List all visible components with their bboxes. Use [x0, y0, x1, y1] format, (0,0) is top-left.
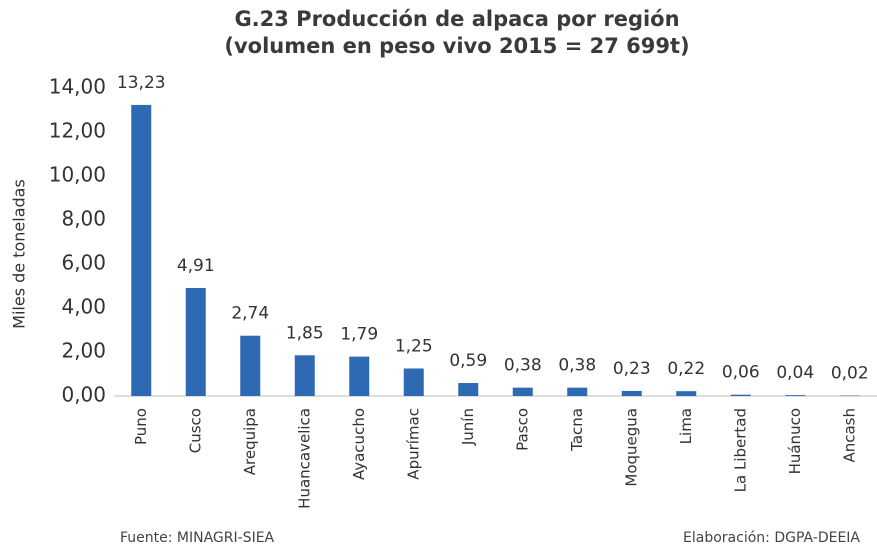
value-label: 0,02 [831, 364, 869, 384]
value-label: 0,04 [776, 363, 814, 383]
x-tick-label: Ancash [840, 408, 858, 463]
x-tick-label: Apurímac [404, 408, 422, 480]
x-tick-label: Moquegua [622, 408, 640, 487]
x-tick-label: Huánuco [786, 408, 804, 474]
x-tick-label: Junín [459, 408, 477, 446]
value-label: 0,38 [504, 356, 542, 376]
x-tick-label: Ayacucho [350, 408, 368, 480]
y-tick-label: 12,00 [49, 119, 106, 143]
bar [730, 394, 751, 396]
source: Fuente: MINAGRI-SIEA [120, 530, 275, 546]
y-tick-label: 0,00 [61, 383, 106, 407]
bar [294, 355, 315, 396]
bar [458, 383, 479, 396]
value-label: 0,59 [449, 351, 487, 371]
value-label: 1,85 [286, 323, 324, 343]
bar [512, 387, 533, 396]
bar [403, 368, 424, 396]
bar [785, 395, 806, 396]
x-tick-label: Puno [132, 408, 150, 445]
chart-subtitle: (volumen en peso vivo 2015 = 27 699t) [224, 34, 689, 58]
x-tick-label: Lima [677, 408, 695, 444]
y-tick-label: 4,00 [61, 295, 106, 319]
x-tick-label: Pasco [513, 408, 531, 451]
y-axis-label: Miles de toneladas [10, 179, 29, 329]
value-label: 1,79 [340, 325, 378, 345]
value-label: 13,23 [117, 73, 166, 93]
value-label: 4,91 [177, 256, 215, 276]
bar [349, 356, 370, 396]
value-label: 2,74 [231, 304, 269, 324]
bar [240, 335, 261, 396]
value-label: 0,22 [667, 359, 705, 379]
y-tick-label: 6,00 [61, 251, 106, 275]
bar [621, 390, 642, 396]
credit: Elaboración: DGPA-DEEIA [683, 530, 860, 546]
bar [185, 287, 206, 396]
x-tick-label: Tacna [568, 408, 586, 452]
x-tick-label: Cusco [186, 408, 204, 453]
bar [131, 104, 152, 396]
value-label: 0,23 [613, 359, 651, 379]
y-tick-label: 2,00 [61, 339, 106, 363]
bar [676, 391, 697, 396]
value-label: 0,38 [558, 356, 596, 376]
x-tick-label: Huancavelica [295, 408, 313, 509]
y-tick-label: 10,00 [49, 163, 106, 187]
value-label: 0,06 [722, 363, 760, 383]
y-tick-label: 14,00 [49, 75, 106, 99]
y-tick-label: 8,00 [61, 207, 106, 231]
chart-title: G.23 Producción de alpaca por región [234, 7, 679, 31]
x-tick-label: La Libertad [731, 408, 749, 492]
x-tick-label: Arequipa [241, 408, 259, 475]
value-label: 1,25 [395, 337, 433, 357]
bar [567, 387, 588, 396]
